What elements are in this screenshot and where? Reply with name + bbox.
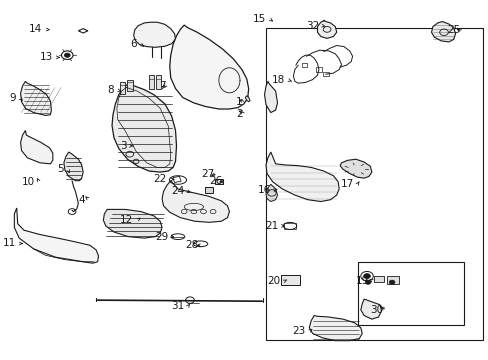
Polygon shape [78,29,88,33]
Text: 31: 31 [171,301,184,311]
Text: 26: 26 [209,176,222,186]
Polygon shape [103,210,162,238]
Polygon shape [169,25,248,109]
Polygon shape [265,184,277,202]
Text: 15: 15 [252,14,265,24]
Text: 23: 23 [292,326,305,336]
Text: 21: 21 [265,221,279,231]
Bar [301,63,307,67]
Text: 18: 18 [271,75,285,85]
Text: 30: 30 [369,305,383,315]
Polygon shape [14,208,99,263]
Text: 22: 22 [153,174,166,184]
Text: 16: 16 [257,185,270,195]
Text: 5: 5 [57,164,64,174]
Text: 25: 25 [446,25,460,35]
Text: 14: 14 [28,24,41,35]
Polygon shape [309,316,362,341]
Polygon shape [20,131,53,164]
Text: 17: 17 [340,179,353,189]
Bar [149,75,154,89]
Polygon shape [265,152,339,202]
Bar [386,276,399,284]
Text: 8: 8 [107,85,114,95]
Text: 3: 3 [120,141,126,151]
Polygon shape [112,84,176,172]
Text: 32: 32 [305,21,318,31]
Bar [120,82,125,94]
Text: 2: 2 [236,109,243,119]
Bar [358,262,463,325]
Circle shape [363,274,369,279]
Text: 12: 12 [120,215,133,225]
Polygon shape [264,81,277,113]
Text: 4: 4 [78,195,85,205]
Bar [373,276,384,282]
Polygon shape [64,152,83,181]
Text: 10: 10 [22,177,35,187]
Text: 9: 9 [9,93,16,103]
Circle shape [388,280,394,284]
Text: 11: 11 [2,238,16,248]
Circle shape [64,53,70,57]
Bar [281,275,299,285]
Text: 28: 28 [185,240,198,250]
Bar [172,176,181,183]
Polygon shape [430,22,455,42]
Text: 6: 6 [130,40,137,49]
Text: 20: 20 [267,276,280,286]
Polygon shape [360,299,381,319]
Bar [265,28,483,339]
Bar [315,67,321,72]
Text: 13: 13 [40,52,53,62]
Text: 24: 24 [171,186,184,197]
Bar [322,72,328,76]
Bar [127,80,132,91]
Text: 7: 7 [159,81,165,91]
Polygon shape [133,22,175,47]
Text: 27: 27 [201,168,214,179]
Circle shape [365,280,370,284]
Text: 19: 19 [355,276,368,286]
Bar [156,75,161,89]
Text: 29: 29 [155,232,168,242]
Polygon shape [245,96,249,102]
Bar [215,179,222,184]
Polygon shape [340,159,371,178]
Polygon shape [317,21,336,39]
Polygon shape [162,181,229,222]
Bar [205,187,213,193]
Polygon shape [20,81,51,116]
Text: 1: 1 [236,97,243,107]
Bar [284,223,295,229]
